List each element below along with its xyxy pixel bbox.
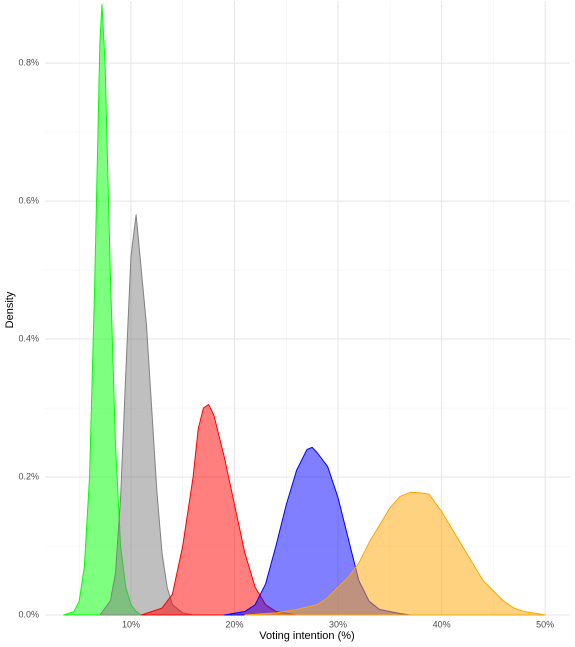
x-tick-label: 40% xyxy=(433,619,451,629)
y-axis-title: Density xyxy=(4,291,16,328)
density-area xyxy=(244,491,546,616)
y-tick-label: 0.2% xyxy=(18,471,39,481)
x-tick-label: 20% xyxy=(225,619,243,629)
x-tick-label: 30% xyxy=(329,619,347,629)
y-tick-label: 0.0% xyxy=(18,609,39,619)
x-tick-label: 10% xyxy=(122,619,140,629)
x-tick-label: 50% xyxy=(536,619,554,629)
y-tick-label: 0.4% xyxy=(18,333,39,343)
y-tick-label: 0.6% xyxy=(18,195,39,205)
x-axis-title: Voting intention (%) xyxy=(259,630,354,642)
y-tick-label: 0.8% xyxy=(18,57,39,67)
